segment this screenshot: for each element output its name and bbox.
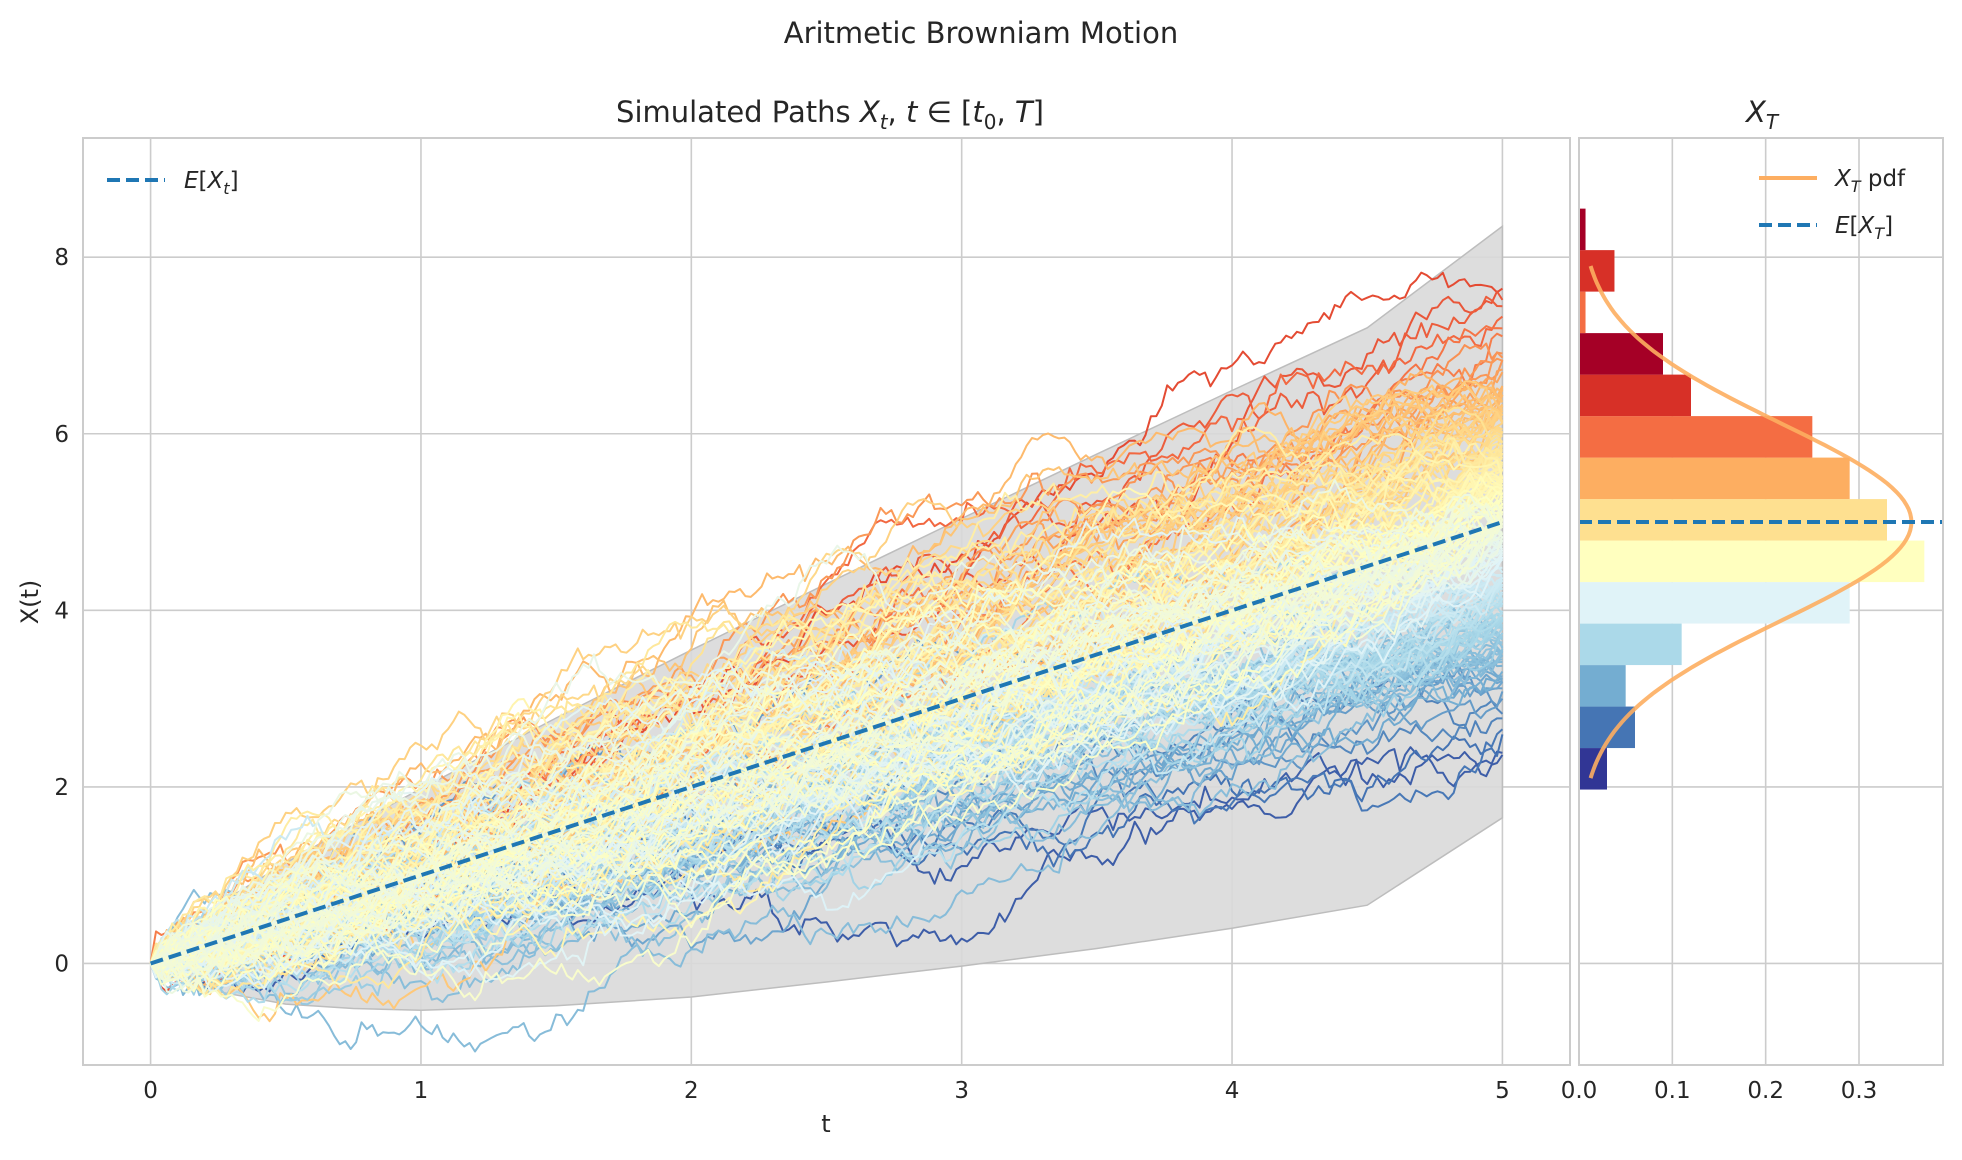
paths-frame xyxy=(82,137,1571,1066)
legend-mean-line-label: E[Xt] xyxy=(184,168,239,198)
terminal-legend: XT pdf E[XT] xyxy=(1759,166,1906,243)
paths-panel: Simulated Paths Xt, t ∈ [t0, T] 0 1 2 3 4 5 0… xyxy=(16,95,1571,1138)
x-tick-label: 2 xyxy=(684,1078,699,1104)
simulated-path xyxy=(149,549,1504,971)
simulated-path xyxy=(149,479,1504,974)
paths-y-axis-label: X(t) xyxy=(16,580,44,625)
x-tick-label: 1 xyxy=(414,1078,429,1104)
histogram-bar xyxy=(1579,582,1850,624)
simulated-path xyxy=(150,531,1504,968)
histogram-bar xyxy=(1579,457,1850,500)
simulated-path xyxy=(150,655,1503,1005)
x-tick-label: 0 xyxy=(143,1078,158,1104)
figure-suptitle: Aritmetic Browniam Motion xyxy=(784,16,1179,50)
simulated-path xyxy=(149,643,1503,1053)
simulated-path xyxy=(149,461,1503,965)
simulated-path xyxy=(150,463,1503,982)
simulated-path xyxy=(150,519,1504,968)
simulated-path xyxy=(150,525,1504,968)
legend-terminal-mean-label: E[XT] xyxy=(1835,213,1893,243)
histogram-bar xyxy=(1579,333,1663,375)
simulated-path xyxy=(150,495,1503,967)
y-tick-label: 0 xyxy=(54,951,69,977)
y-tick-label: 2 xyxy=(54,775,69,801)
terminal-panel: XT 0.0 0.1 0.2 0.3 XT pdf E[XT] xyxy=(1561,95,1944,1104)
simulated-path xyxy=(149,518,1504,971)
simulated-path xyxy=(150,501,1504,1022)
histogram-bar xyxy=(1579,499,1887,541)
paths-panel-title: Simulated Paths Xt, t ∈ [t0, T] xyxy=(616,95,1044,134)
paths-y-ticks: 0 2 4 6 8 xyxy=(54,245,69,977)
histogram-bar xyxy=(1579,416,1813,458)
x-tick-label: 0.2 xyxy=(1747,1078,1784,1104)
x-tick-label: 0.1 xyxy=(1654,1078,1691,1104)
simulated-path xyxy=(150,521,1504,982)
simulated-path xyxy=(149,516,1504,969)
x-tick-label: 0.0 xyxy=(1561,1078,1598,1104)
y-tick-label: 8 xyxy=(54,245,69,271)
x-tick-label: 0.3 xyxy=(1841,1078,1878,1104)
x-tick-label: 4 xyxy=(1225,1078,1240,1104)
simulated-path xyxy=(150,593,1504,992)
simulated-path xyxy=(149,494,1504,965)
terminal-histogram xyxy=(1579,208,1925,790)
paths-x-ticks: 0 1 2 3 4 5 xyxy=(143,1078,1509,1104)
mean-line-group xyxy=(149,520,1504,966)
mean-line xyxy=(149,520,1504,966)
histogram-bar xyxy=(1579,374,1691,417)
terminal-panel-title: XT xyxy=(1744,95,1780,134)
simulated-path xyxy=(149,502,1504,965)
histogram-bar xyxy=(1579,665,1626,707)
simulated-path xyxy=(149,511,1504,1002)
x-tick-label: 5 xyxy=(1495,1078,1510,1104)
histogram-bar xyxy=(1579,540,1925,583)
y-tick-label: 6 xyxy=(54,422,69,448)
y-tick-label: 4 xyxy=(54,598,69,624)
x-tick-label: 3 xyxy=(954,1078,969,1104)
simulated-path xyxy=(149,531,1504,969)
simulated-path xyxy=(150,518,1504,966)
terminal-pdf-group xyxy=(1579,265,1943,779)
simulated-path xyxy=(149,467,1503,964)
terminal-frame xyxy=(1578,137,1944,1066)
simulated-path xyxy=(149,523,1504,965)
simulated-path xyxy=(149,514,1504,975)
simulated-path xyxy=(149,496,1504,993)
legend-pdf-label: XT pdf xyxy=(1834,166,1906,196)
histogram-bar xyxy=(1579,623,1682,666)
paths-x-axis-label: t xyxy=(821,1110,830,1138)
paths-legend: E[Xt] xyxy=(107,168,239,198)
histogram-bar xyxy=(1579,208,1586,251)
histogram-bar xyxy=(1579,291,1586,334)
simulated-path xyxy=(149,485,1503,965)
terminal-x-ticks: 0.0 0.1 0.2 0.3 xyxy=(1561,1078,1878,1104)
